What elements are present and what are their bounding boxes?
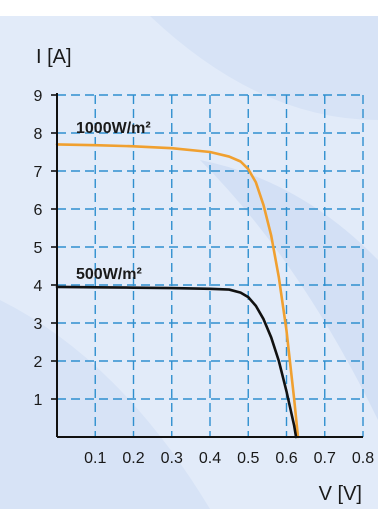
y-tick-label: 8 <box>34 126 43 143</box>
series-line-1 <box>55 285 298 439</box>
series-label-0: 1000W/m² <box>76 120 151 137</box>
series-line-0 <box>55 143 300 439</box>
background-wave <box>200 160 378 420</box>
x-tick-label: 0.7 <box>314 450 336 467</box>
y-tick-label: 5 <box>34 240 43 257</box>
y-tick-label: 9 <box>34 88 43 105</box>
background-wave <box>0 300 210 509</box>
background-layer <box>0 16 378 509</box>
x-tick-label: 0.3 <box>161 450 183 467</box>
y-tick-label: 2 <box>34 354 43 371</box>
y-tick-label: 7 <box>34 164 43 181</box>
y-tick-label: 4 <box>34 278 43 295</box>
y-tick-label: 3 <box>34 316 43 333</box>
x-tick-label: 0.2 <box>122 450 144 467</box>
label-layer: 1 2 3 4 5 6 7 8 9 0.1 0.2 0.3 0.4 0.5 0.6 0.7 0.8 I [A] V … <box>34 46 375 505</box>
series-layer <box>55 143 300 439</box>
x-tick-label: 0.1 <box>84 450 106 467</box>
y-tick-label: 6 <box>34 202 43 219</box>
x-tick-label: 0.4 <box>199 450 221 467</box>
grid-layer <box>57 94 364 437</box>
background-wave <box>150 16 378 120</box>
y-axis-title: I [A] <box>36 46 72 68</box>
x-tick-label: 0.5 <box>237 450 259 467</box>
y-tick-label: 1 <box>34 392 43 409</box>
axis-layer <box>51 93 363 438</box>
x-tick-label: 0.6 <box>275 450 297 467</box>
x-axis-title: V [V] <box>319 483 362 505</box>
x-tick-label: 0.8 <box>352 450 374 467</box>
series-label-1: 500W/m² <box>76 266 142 283</box>
